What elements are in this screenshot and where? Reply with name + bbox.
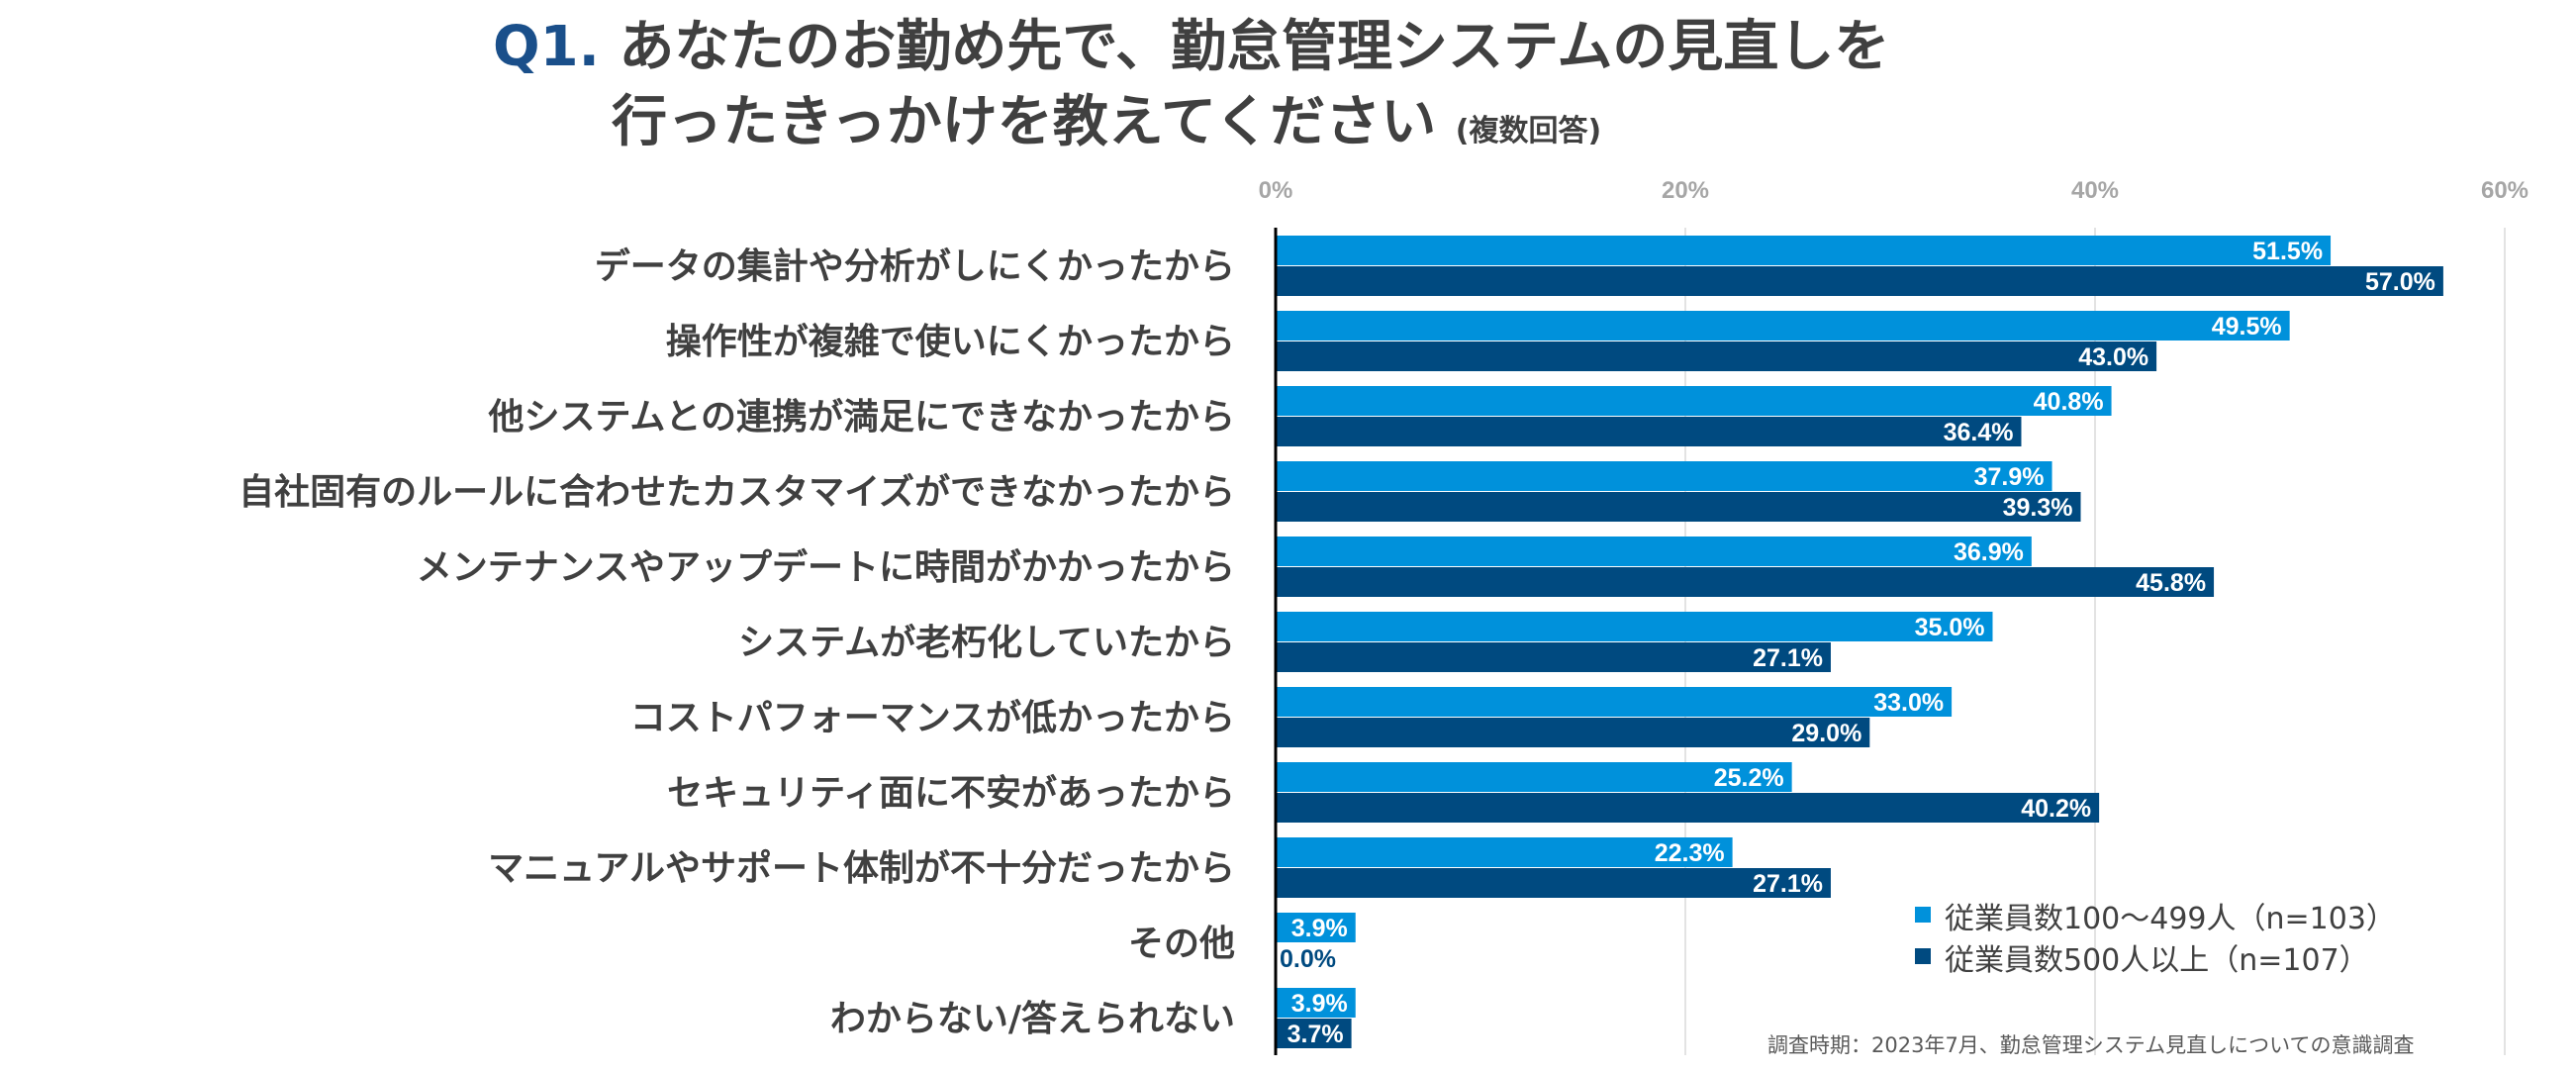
category-label: 他システムとの連携が満足にできなかったから — [487, 397, 1235, 438]
bar — [1276, 868, 1831, 898]
data-label: 27.1% — [1753, 870, 1823, 898]
x-tick-label: 40% — [2071, 177, 2119, 204]
bar — [1276, 492, 2081, 522]
category-label: 操作性が複雑で使いにくかったから — [666, 322, 1235, 362]
data-label: 36.4% — [1944, 419, 2014, 446]
data-label: 0.0% — [1280, 945, 1336, 973]
category-label: データの集計や分析がしにくかったから — [595, 245, 1235, 287]
data-label: 36.9% — [1954, 538, 2024, 566]
bar — [1276, 266, 2443, 296]
data-label: 29.0% — [1791, 720, 1861, 747]
data-label: 49.5% — [2212, 313, 2282, 341]
bar — [1276, 687, 1953, 717]
legend-label: 従業員数500人以上（n=107） — [1945, 943, 2369, 978]
title-line-2: 行ったきっかけを教えてください — [612, 90, 1437, 154]
legend-label: 従業員数100〜499人（n=103） — [1945, 902, 2396, 936]
data-label: 35.0% — [1915, 614, 1985, 641]
title-note: (複数回答) — [1455, 114, 1602, 148]
data-label: 39.3% — [2003, 494, 2073, 522]
category-label: コストパフォーマンスが低かったから — [630, 698, 1235, 738]
data-label: 51.5% — [2252, 238, 2323, 265]
bar — [1276, 793, 2100, 823]
bar — [1276, 718, 1870, 747]
data-label: 27.1% — [1753, 644, 1823, 672]
data-label: 3.9% — [1291, 990, 1348, 1018]
bar — [1276, 341, 2157, 371]
footnote: 調査時期：2023年7月、勤怠管理システム見直しについての意識調査 — [1767, 1033, 2415, 1057]
data-label: 40.8% — [2034, 388, 2104, 416]
x-tick-label: 20% — [1662, 177, 1709, 204]
bar — [1276, 988, 1356, 1018]
category-label: マニュアルやサポート体制が不十分だったから — [488, 847, 1235, 889]
data-label: 37.9% — [1974, 463, 2045, 491]
legend-swatch — [1915, 907, 1931, 923]
question-number: Q1. — [493, 15, 600, 79]
bar — [1276, 913, 1356, 942]
data-label: 57.0% — [2365, 268, 2435, 296]
data-label: 33.0% — [1873, 689, 1944, 717]
title-line-1: あなたのお勤め先で、勤怠管理システムの見直しを — [619, 15, 1890, 79]
bar — [1276, 837, 1733, 867]
data-label: 22.3% — [1655, 839, 1725, 867]
bar — [1276, 461, 2052, 491]
bar — [1276, 762, 1792, 792]
data-label: 3.9% — [1291, 915, 1348, 942]
x-tick-label: 0% — [1259, 177, 1293, 204]
data-label: 25.2% — [1714, 764, 1784, 792]
category-label: システムが老朽化していたから — [738, 623, 1235, 663]
bar — [1276, 567, 2215, 597]
category-label: わからない/答えられない — [830, 999, 1235, 1039]
category-label: セキュリティ面に不安があったから — [667, 773, 1235, 814]
data-label: 3.7% — [1288, 1021, 1344, 1048]
x-tick-label: 60% — [2481, 177, 2528, 204]
legend-swatch — [1915, 948, 1931, 964]
bar — [1276, 1019, 1352, 1048]
chart-title: Q1. あなたのお勤め先で、勤怠管理システムの見直しを 行ったきっかけを教えてく… — [493, 10, 1889, 169]
bar — [1276, 536, 2032, 566]
bar — [1276, 236, 2332, 265]
bar — [1276, 612, 1993, 641]
category-label: 自社固有のルールに合わせたカスタマイズができなかったから — [239, 471, 1235, 513]
bar — [1276, 417, 2022, 446]
category-label: その他 — [1128, 924, 1235, 964]
bar — [1276, 386, 2112, 416]
data-label: 43.0% — [2078, 343, 2148, 371]
bar — [1276, 311, 2290, 341]
category-label: メンテナンスやアップデートに時間がかかったから — [417, 546, 1235, 588]
data-label: 45.8% — [2136, 569, 2206, 597]
bar — [1276, 642, 1831, 672]
data-label: 40.2% — [2021, 795, 2091, 823]
